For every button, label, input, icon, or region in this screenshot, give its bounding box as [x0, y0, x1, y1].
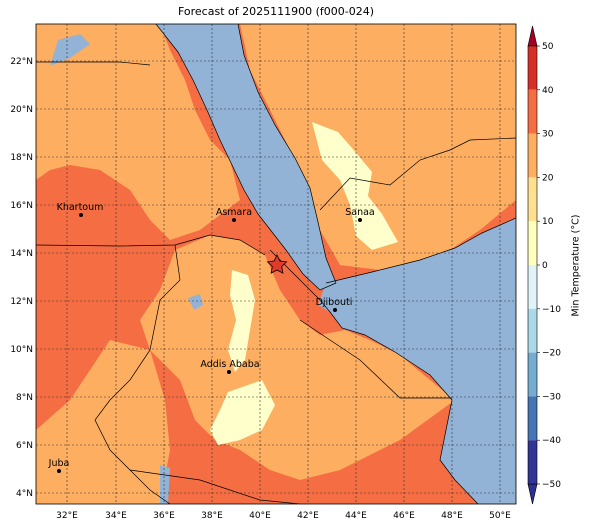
map-plot: Khartoum Asmara Sanaa Djibouti Addis Aba…: [36, 24, 516, 504]
lat-label: 20°N: [10, 105, 33, 115]
plot-frame: [35, 23, 517, 505]
colorbar-tick-label: 10: [542, 217, 554, 227]
map-title: Forecast of 2025111900 (f000-024): [177, 5, 375, 18]
lon-label: 34°E: [105, 511, 127, 521]
colorbar-tick-label: 50: [542, 42, 554, 52]
city-label-djibouti: Djibouti: [316, 297, 353, 308]
colorbar-segment: [528, 352, 537, 397]
colorbar-tick-label: −30: [542, 392, 561, 402]
colorbar-segment: [528, 177, 537, 222]
lat-label: 4°N: [16, 489, 33, 499]
lat-label: 6°N: [16, 441, 33, 451]
colorbar-tick-label: −20: [542, 349, 561, 359]
lon-label: 48°E: [441, 511, 463, 521]
colorbar-segment: [528, 308, 537, 353]
lon-label: 50°E: [489, 511, 511, 521]
colorbar-segment: [528, 440, 537, 484]
colorbar-tick-label: 20: [542, 173, 554, 183]
lat-label: 8°N: [16, 393, 33, 403]
colorbar-tick-label: 40: [542, 86, 554, 96]
city-juba: Juba: [48, 458, 70, 473]
lat-label: 18°N: [10, 153, 33, 163]
colorbar-segment: [528, 221, 537, 265]
borders: [36, 24, 516, 504]
city-djibouti: Djibouti: [316, 297, 353, 312]
lon-label: 32°E: [56, 511, 78, 521]
city-sanaa: Sanaa: [345, 207, 375, 222]
colorbar-segment: [528, 133, 537, 178]
colorbar-segment: [528, 396, 537, 441]
lon-label: 42°E: [297, 511, 319, 521]
colorbar-tick-label: 30: [542, 130, 554, 140]
nile-lake-north: [50, 34, 90, 66]
lat-label: 22°N: [10, 57, 33, 67]
colorbar-tick-label: −40: [542, 436, 561, 446]
city-label-sanaa: Sanaa: [345, 207, 375, 218]
city-label-asmara: Asmara: [216, 207, 252, 218]
lon-label: 40°E: [249, 511, 271, 521]
lon-label: 44°E: [345, 511, 367, 521]
lon-label: 36°E: [153, 511, 175, 521]
cool-zone-yemen: [312, 122, 398, 250]
colorbar-label: Min Temperature (°C): [570, 214, 582, 316]
city-khartoum: Khartoum: [57, 202, 104, 217]
city-label-khartoum: Khartoum: [57, 202, 104, 213]
colorbar: 50 40 30 20 10 0 −10 −20 −30 −40 −50: [527, 25, 561, 505]
warm-zone-south: [36, 340, 170, 504]
cool-zone-ethiopia-south: [210, 380, 275, 445]
star-marker-icon: [266, 254, 288, 274]
warm-zone-arabia: [240, 24, 516, 270]
lat-label: 12°N: [10, 297, 33, 307]
colorbar-segment: [528, 46, 537, 90]
colorbar-tick-label: −10: [542, 305, 561, 315]
colorbar-segment: [528, 265, 537, 309]
gulf-of-aden: [318, 218, 516, 504]
city-label-addis-ababa: Addis Ababa: [200, 359, 259, 370]
lat-label: 14°N: [10, 249, 33, 259]
city-asmara: Asmara: [216, 207, 252, 222]
lon-label: 46°E: [393, 511, 415, 521]
colorbar-extend-min: [527, 483, 538, 505]
cool-zone-ethiopia-highlands: [228, 270, 255, 372]
warm-zone-north: [36, 24, 240, 240]
lake-tana: [188, 294, 203, 310]
gridlines: [36, 24, 516, 504]
colorbar-tick-label: −50: [542, 480, 561, 490]
lon-label: 38°E: [201, 511, 223, 521]
colorbar-tick-label: 0: [542, 261, 548, 271]
lat-label: 10°N: [10, 345, 33, 355]
colorbar-segment: [528, 89, 537, 134]
city-addis-ababa: Addis Ababa: [200, 359, 260, 374]
lat-label: 16°N: [10, 201, 33, 211]
city-label-juba: Juba: [48, 458, 70, 469]
colorbar-extend-max: [527, 25, 538, 47]
latitude-labels: 22°N 20°N 18°N 16°N 14°N 12°N 10°N 8°N 6…: [10, 57, 33, 499]
longitude-labels: 32°E 34°E 36°E 38°E 40°E 42°E 44°E 46°E …: [56, 511, 511, 521]
